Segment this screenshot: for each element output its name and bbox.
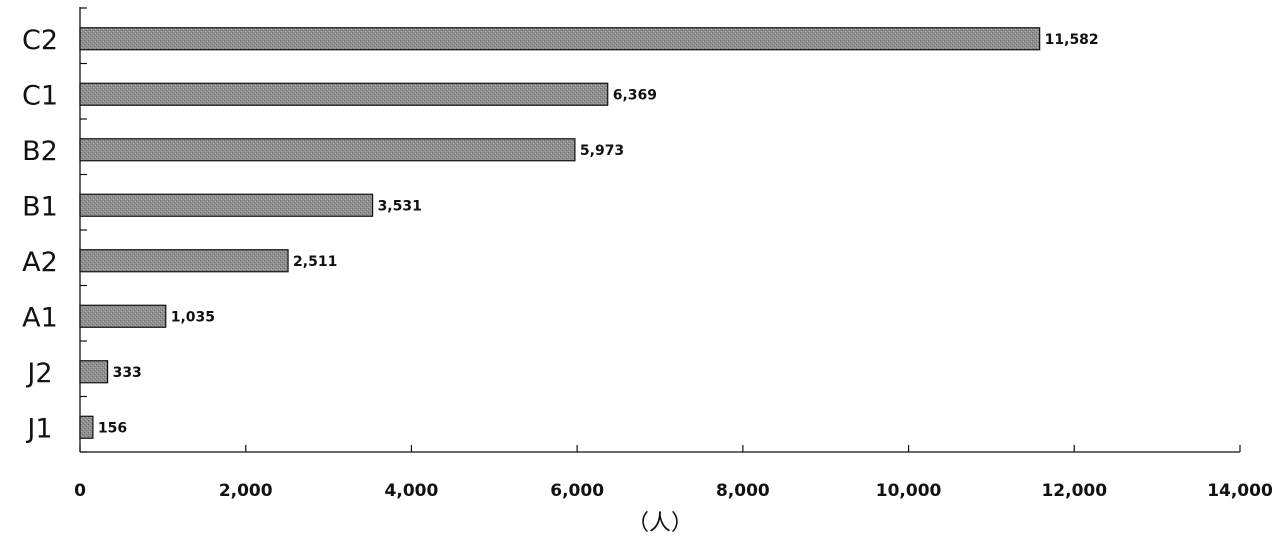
category-label-b1: B1 bbox=[22, 191, 58, 222]
x-tick-label: 10,000 bbox=[876, 481, 942, 501]
x-axis-title: （人） bbox=[627, 511, 693, 536]
category-label-c2: C2 bbox=[22, 25, 58, 56]
category-label-b2: B2 bbox=[22, 136, 58, 167]
category-label-a1: A1 bbox=[22, 302, 58, 333]
x-tick-label: 8,000 bbox=[716, 481, 770, 501]
bar-a1 bbox=[80, 305, 166, 327]
x-tick-label: 6,000 bbox=[550, 481, 604, 501]
bar-b1 bbox=[80, 194, 373, 216]
data-label-c1: 6,369 bbox=[613, 87, 657, 103]
bar-j1 bbox=[80, 416, 93, 438]
axes bbox=[80, 7, 1240, 452]
data-label-a2: 2,511 bbox=[293, 254, 337, 270]
bar-b2 bbox=[80, 139, 575, 161]
bar-j2 bbox=[80, 361, 108, 383]
data-label-j1: 156 bbox=[98, 420, 127, 436]
bar-c1 bbox=[80, 83, 608, 105]
data-label-j2: 333 bbox=[113, 365, 142, 381]
data-label-a1: 1,035 bbox=[171, 309, 215, 325]
category-label-j2: J2 bbox=[25, 358, 52, 389]
data-label-b1: 3,531 bbox=[378, 198, 422, 214]
x-tick-label: 14,000 bbox=[1207, 481, 1273, 501]
x-tick-label: 2,000 bbox=[219, 481, 273, 501]
bar-c2 bbox=[80, 28, 1040, 50]
data-label-c2: 11,582 bbox=[1045, 32, 1099, 48]
x-tick-label: 0 bbox=[74, 481, 86, 501]
x-tick-label: 12,000 bbox=[1041, 481, 1107, 501]
bars bbox=[80, 28, 1040, 439]
category-label-c1: C1 bbox=[22, 80, 58, 111]
x-tick-label: 4,000 bbox=[385, 481, 439, 501]
bar-a2 bbox=[80, 250, 288, 272]
category-label-j1: J1 bbox=[25, 413, 52, 444]
data-label-b2: 5,973 bbox=[580, 143, 624, 159]
category-label-a2: A2 bbox=[22, 247, 58, 278]
